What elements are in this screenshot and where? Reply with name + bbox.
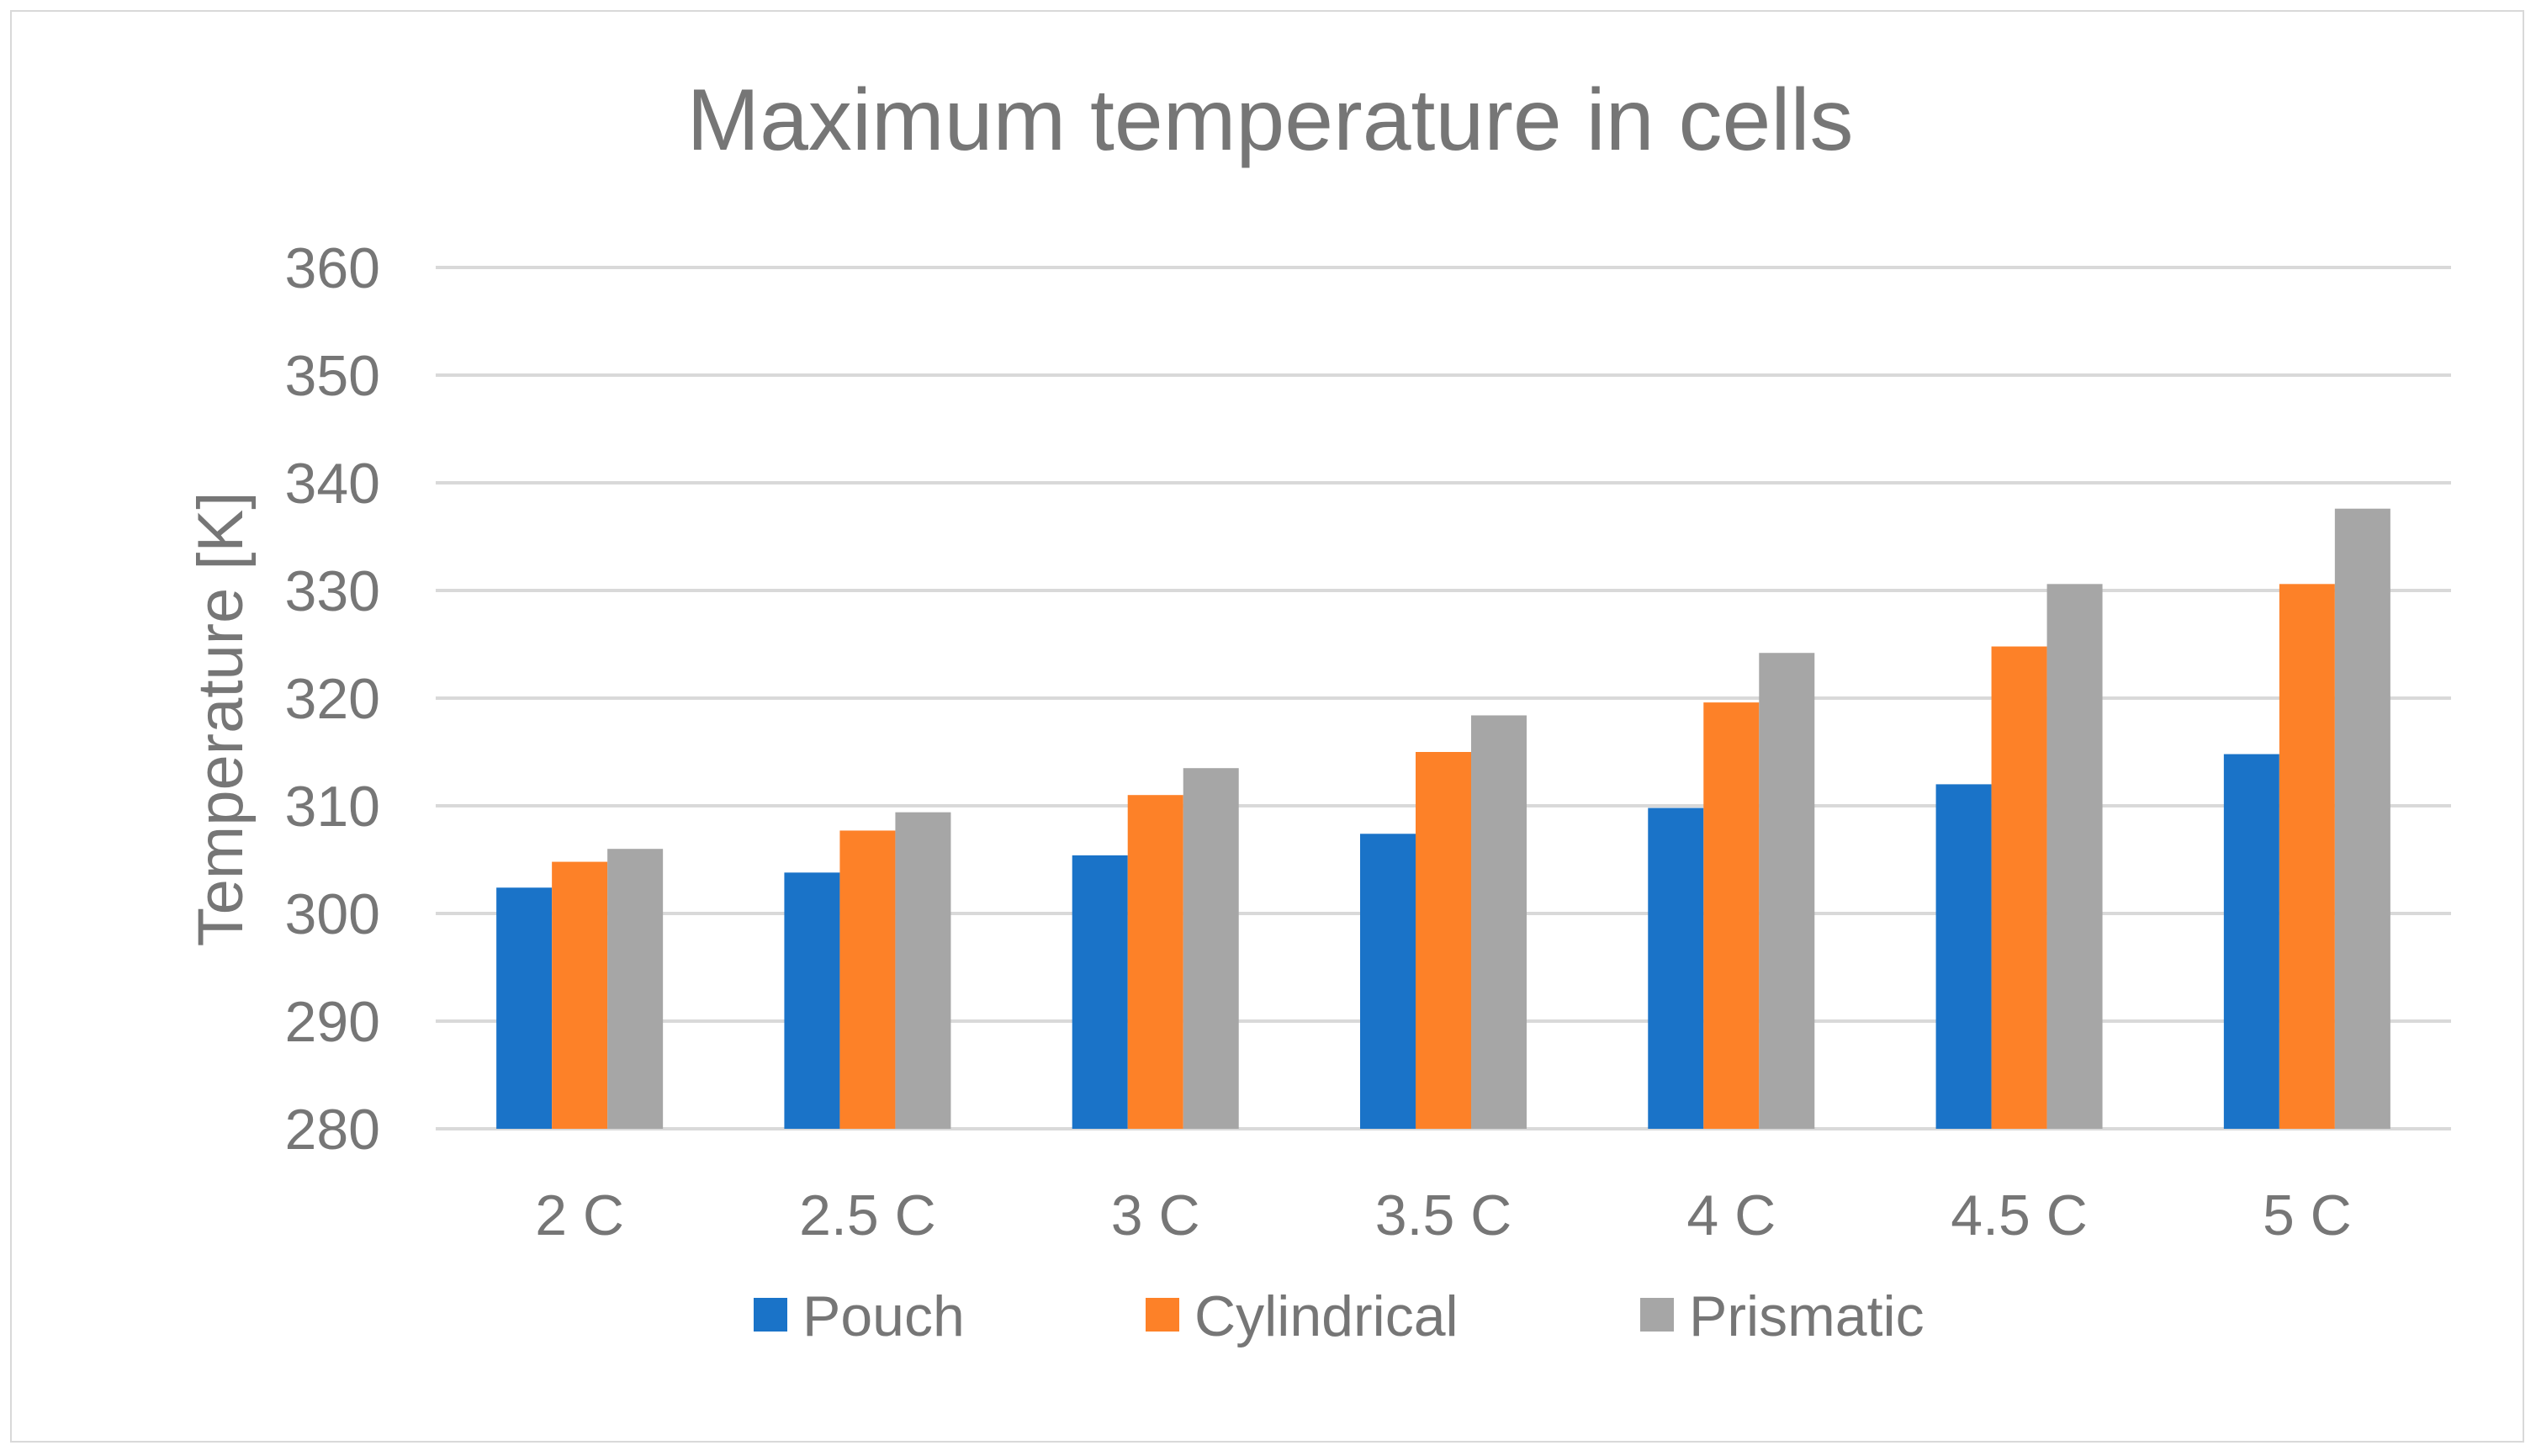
legend-swatch-cylindrical [1146,1298,1179,1332]
bar-pouch [784,872,840,1129]
x-tick-label: 3.5 C [1375,1183,1512,1247]
bar-cylindrical [552,861,608,1129]
bar-cylindrical [1703,702,1760,1129]
bar-prismatic [1759,653,1815,1129]
y-tick-label: 360 [285,236,380,300]
bar-pouch [1935,784,1992,1129]
x-tick-label: 2.5 C [799,1183,936,1247]
bar-pouch [1648,807,1704,1129]
legend-label-pouch: Pouch [802,1284,965,1348]
x-tick-label: 4 C [1686,1183,1776,1247]
bar-prismatic [2046,584,2103,1129]
legend-label-cylindrical: Cylindrical [1194,1284,1459,1348]
bar-pouch [1360,834,1416,1129]
gridlines [436,266,2451,1130]
y-tick-label: 300 [285,882,380,946]
y-tick-label: 330 [285,559,380,623]
bar-cylindrical [2279,584,2335,1129]
x-tick-label: 5 C [2263,1183,2352,1247]
legend-label-prismatic: Prismatic [1689,1284,1925,1348]
legend-swatch-prismatic [1640,1298,1674,1332]
bar-prismatic [1471,715,1527,1129]
y-tick-label: 310 [285,775,380,839]
x-tick-label: 2 C [535,1183,624,1247]
bar-cylindrical [1416,752,1471,1129]
bar-pouch [496,887,553,1129]
bar-cylindrical [839,830,896,1129]
legend-swatch-pouch [754,1298,787,1332]
bar-pouch [1072,855,1128,1129]
bar-prismatic [1183,768,1239,1129]
y-tick-label: 320 [285,667,380,731]
y-tick-label: 280 [285,1098,380,1162]
bar-cylindrical [1127,795,1183,1129]
y-tick-labels: 280 290 300 310 320 330 340 350 360 [285,236,380,1162]
y-tick-label: 340 [285,452,380,516]
bars [496,508,2390,1129]
bar-prismatic [607,849,664,1129]
bar-prismatic [2334,508,2390,1129]
bar-cylindrical [1991,646,2047,1129]
y-tick-label: 350 [285,344,380,408]
y-tick-label: 290 [285,990,380,1054]
x-tick-labels: 2 C 2.5 C 3 C 3.5 C 4 C 4.5 C 5 C [535,1183,2352,1247]
bar-prismatic [895,812,951,1129]
x-tick-label: 4.5 C [1951,1183,2088,1247]
chart-title: Maximum temperature in cells [686,71,1853,169]
bar-pouch [2223,754,2279,1129]
y-axis-label: Temperature [K] [185,492,257,947]
legend: Pouch Cylindrical Prismatic [754,1284,1925,1348]
chart-frame [10,10,2524,1443]
x-tick-label: 3 C [1111,1183,1200,1247]
